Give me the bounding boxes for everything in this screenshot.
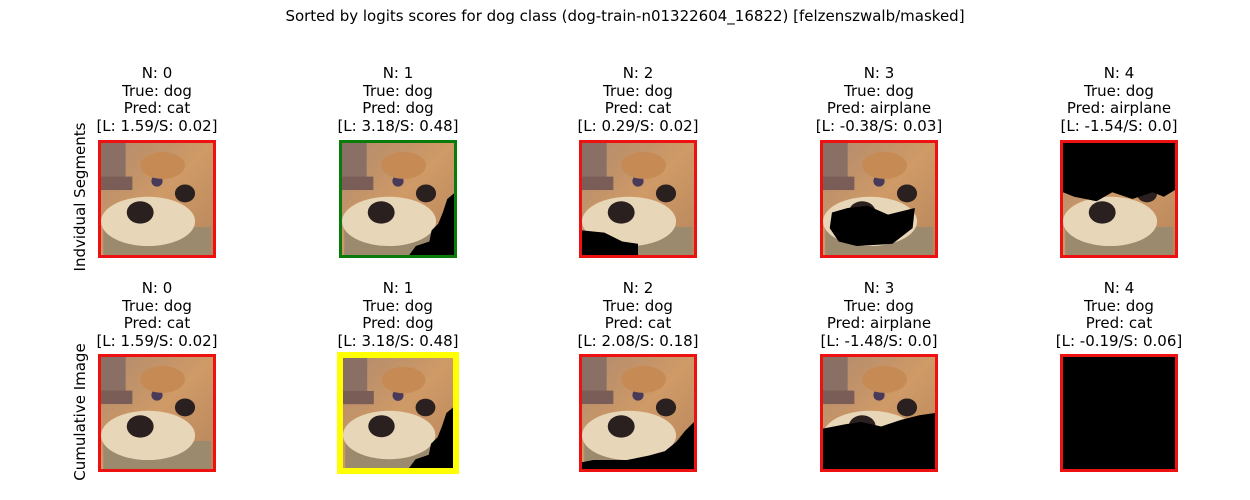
panel-pred-label: Pred: cat: [604, 314, 672, 332]
panel-pred-label: Pred: cat: [123, 99, 191, 117]
panel-title: N: 0 True: dog Pred: cat [L: 1.59/S: 0.02]: [37, 64, 277, 135]
panel-pred-label: Pred: airplane: [826, 314, 932, 332]
panel-true-label: True: dog: [1084, 296, 1154, 315]
panel-score-label: [L: 1.59/S: 0.02]: [96, 116, 218, 135]
panel-image: [820, 354, 938, 472]
panel-n-label: N: 2: [622, 279, 654, 297]
panel-image: [579, 354, 697, 472]
panel-true-label: True: dog: [603, 81, 673, 100]
panel-title: N: 4 True: dog Pred: cat [L: -0.19/S: 0.06]: [999, 279, 1239, 350]
panel-image: [337, 352, 459, 474]
panel-n-label: N: 0: [141, 279, 173, 297]
panel-image: [339, 140, 457, 258]
row-label-individual-segments: Indvidual Segments: [71, 122, 89, 272]
panel-n-label: N: 3: [863, 64, 895, 82]
panel-true-label: True: dog: [844, 81, 914, 100]
panel-score-label: [L: -0.38/S: 0.03]: [815, 116, 943, 135]
panel-image: [98, 354, 216, 472]
panel-pred-label: Pred: airplane: [1066, 99, 1172, 117]
panel-n-label: N: 0: [141, 64, 173, 82]
panel-title: N: 3 True: dog Pred: airplane [L: -0.38/S: …: [759, 64, 999, 135]
panel-pred-label: Pred: dog: [362, 314, 434, 332]
panel-n-label: N: 1: [382, 279, 414, 297]
panel-score-label: [L: 2.08/S: 0.18]: [577, 331, 699, 350]
panel-score-label: [L: -1.48/S: 0.0]: [820, 331, 938, 350]
panel-score-label: [L: 3.18/S: 0.48]: [337, 116, 459, 135]
panel-title: N: 1 True: dog Pred: dog [L: 3.18/S: 0.48]: [278, 64, 518, 135]
panel-true-label: True: dog: [844, 296, 914, 315]
panel-image: [98, 140, 216, 258]
panel-n-label: N: 4: [1103, 64, 1135, 82]
panel-image: [579, 140, 697, 258]
panel-score-label: [L: 1.59/S: 0.02]: [96, 331, 218, 350]
panel-pred-label: Pred: cat: [604, 99, 672, 117]
panel-title: N: 1 True: dog Pred: dog [L: 3.18/S: 0.48]: [278, 279, 518, 350]
panel-pred-label: Pred: cat: [1085, 314, 1153, 332]
panel-score-label: [L: 0.29/S: 0.02]: [577, 116, 699, 135]
panel-n-label: N: 3: [863, 279, 895, 297]
panel-title: N: 2 True: dog Pred: cat [L: 0.29/S: 0.02]: [518, 64, 758, 135]
panel-true-label: True: dog: [122, 296, 192, 315]
panel-true-label: True: dog: [122, 81, 192, 100]
panel-true-label: True: dog: [1084, 81, 1154, 100]
panel-title: N: 2 True: dog Pred: cat [L: 2.08/S: 0.18]: [518, 279, 758, 350]
panel-n-label: N: 4: [1103, 279, 1135, 297]
panel-score-label: [L: 3.18/S: 0.48]: [337, 331, 459, 350]
panel-true-label: True: dog: [363, 296, 433, 315]
panel-n-label: N: 2: [622, 64, 654, 82]
panel-title: N: 3 True: dog Pred: airplane [L: -1.48/S: …: [759, 279, 999, 350]
panel-title: N: 0 True: dog Pred: cat [L: 1.59/S: 0.02]: [37, 279, 277, 350]
figure-title: Sorted by logits scores for dog class (d…: [285, 7, 965, 25]
panel-score-label: [L: -0.19/S: 0.06]: [1055, 331, 1183, 350]
panel-pred-label: Pred: dog: [362, 99, 434, 117]
panel-pred-label: Pred: airplane: [826, 99, 932, 117]
panel-score-label: [L: -1.54/S: 0.0]: [1060, 116, 1178, 135]
panel-pred-label: Pred: cat: [123, 314, 191, 332]
panel-true-label: True: dog: [603, 296, 673, 315]
panel-true-label: True: dog: [363, 81, 433, 100]
panel-image: [1060, 354, 1178, 472]
row-label-cumulative-image: Cumulative Image: [71, 343, 89, 481]
panel-image: [1060, 140, 1178, 258]
panel-image: [820, 140, 938, 258]
panel-n-label: N: 1: [382, 64, 414, 82]
panel-title: N: 4 True: dog Pred: airplane [L: -1.54/S: …: [999, 64, 1239, 135]
